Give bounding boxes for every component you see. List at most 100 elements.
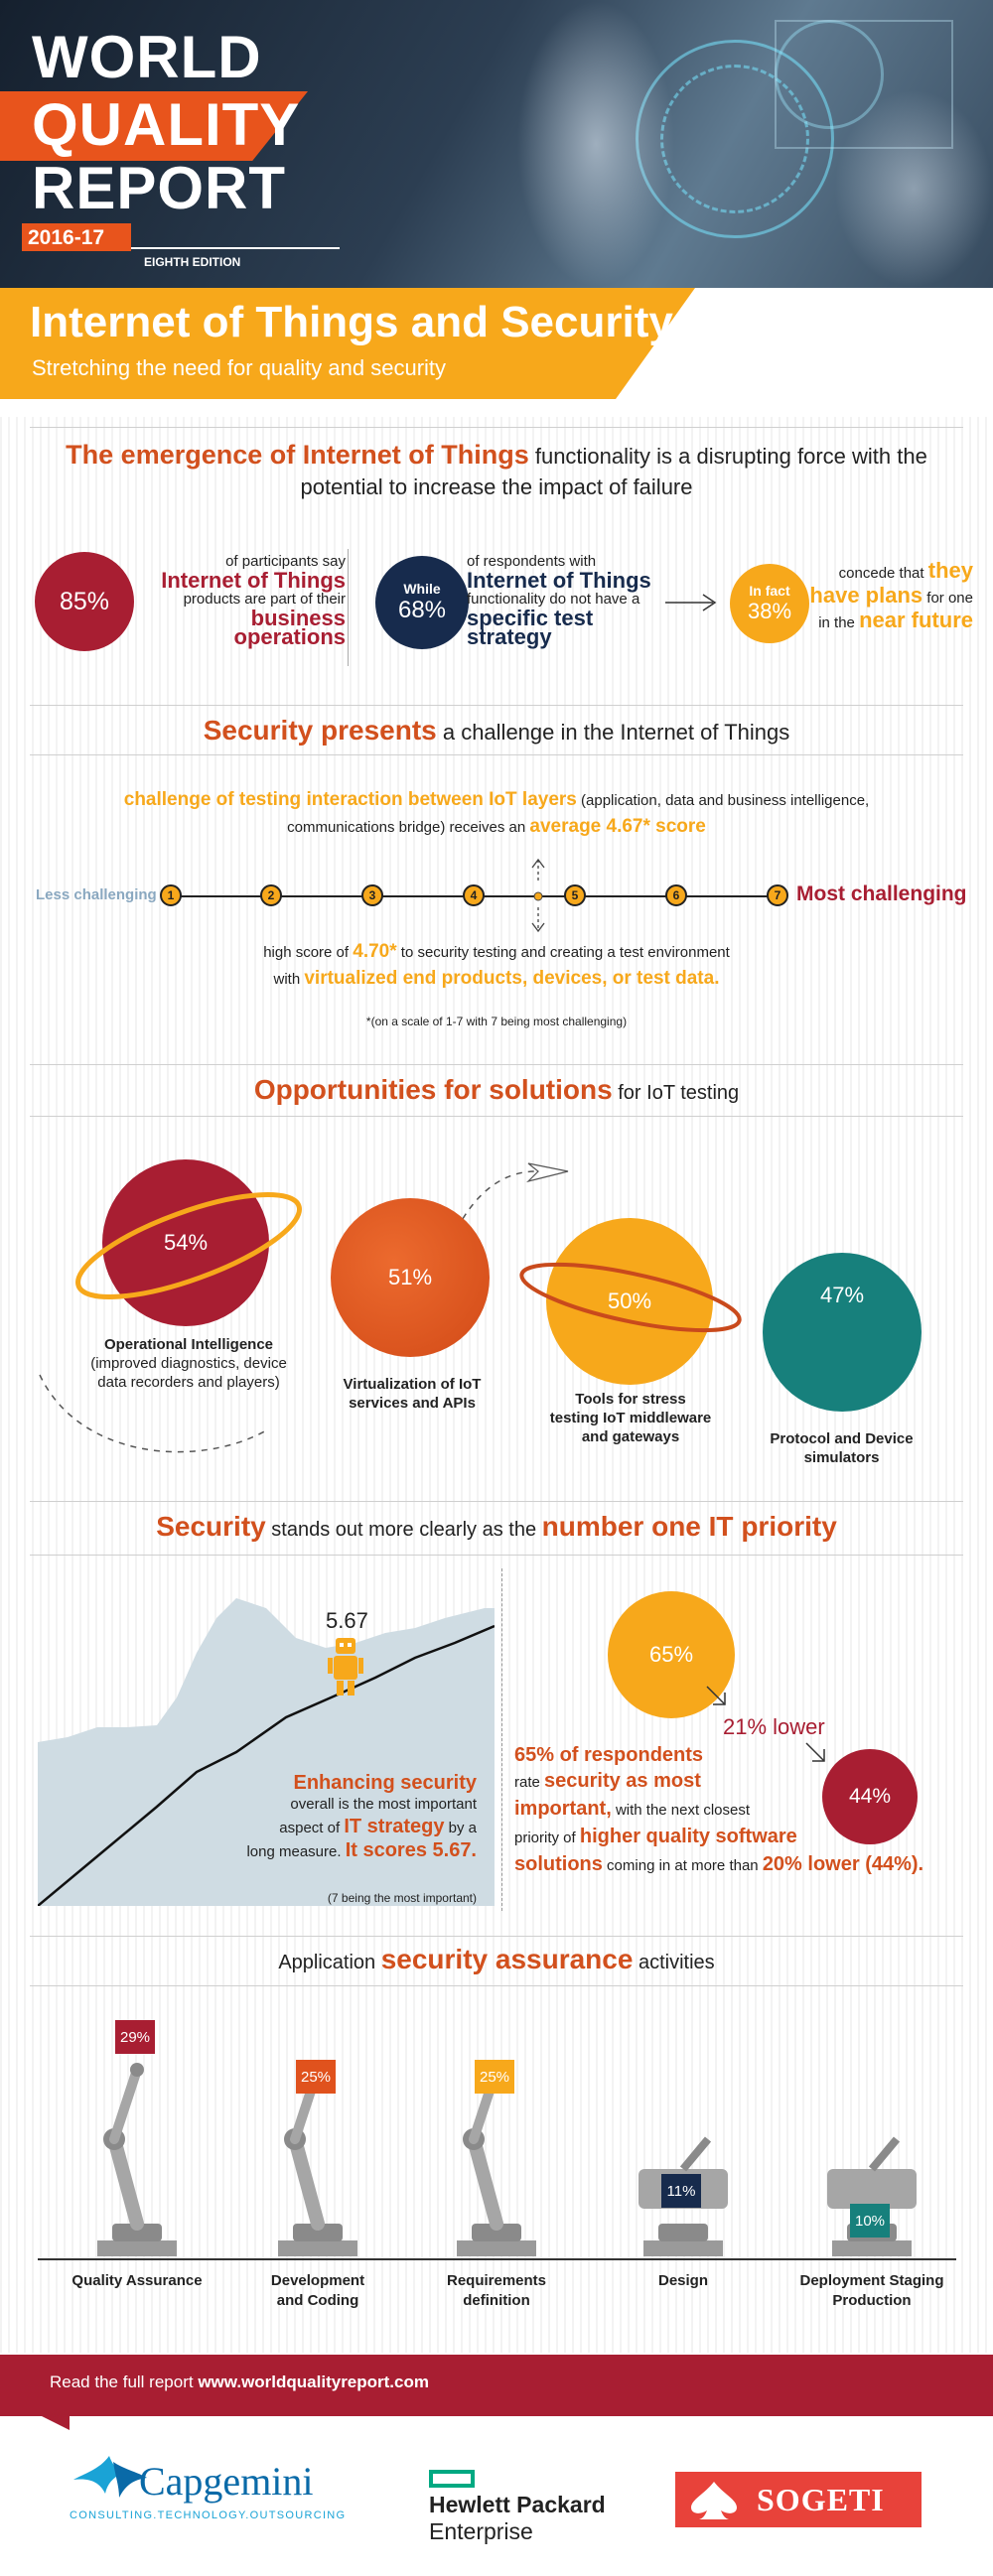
stat3-prefix: In fact	[749, 583, 790, 599]
activity-label-line2: and Coding	[276, 2292, 359, 2309]
activity-label-line2: Production	[832, 2292, 912, 2309]
topic-banner	[0, 288, 695, 399]
sogeti-logo-text: SOGETI	[757, 2481, 885, 2517]
arrow-down-right-icon	[706, 1686, 726, 1705]
robot-arm-icon	[457, 2063, 536, 2256]
opportunity-51-label: Virtualization of IoT services and APIs	[343, 1376, 482, 1412]
robot-icon	[328, 1638, 363, 1695]
lower-label: 21% lower	[723, 1714, 825, 1739]
scale-point: 7	[767, 884, 788, 906]
scale-point: 1	[160, 884, 182, 906]
footer-band	[0, 2355, 993, 2416]
challenge-line2: communications bridge) receives an avera…	[287, 816, 706, 837]
activity-label: Development and Coding	[223, 2271, 412, 2311]
report-year: 2016-17	[28, 226, 105, 249]
divider	[30, 1936, 963, 1937]
arrow-down-right-icon	[805, 1742, 825, 1762]
title-report: REPORT	[32, 155, 287, 221]
highscore-line1: high score of 4.70* to security testing …	[263, 941, 730, 962]
challenge-line1: challenge of testing interaction between…	[123, 789, 870, 810]
sogeti-logo: SOGETI	[675, 2472, 922, 2527]
hpe-logo-line1: Hewlett Packard	[429, 2492, 606, 2517]
opportunity-47-circle: 47%	[763, 1253, 922, 1412]
read-report-text: Read the full report www.worldqualityrep…	[50, 2373, 429, 2391]
priority-divider	[501, 1568, 502, 1911]
divider	[30, 1064, 963, 1065]
activity-percent-flag: 10%	[850, 2204, 890, 2237]
opportunity-54-label: Operational Intelligence (improved diagn…	[90, 1336, 287, 1391]
scale-point: 5	[564, 884, 586, 906]
activity-label: Quality Assurance	[43, 2271, 231, 2291]
section4-title: Security stands out more clearly as the …	[156, 1511, 837, 1542]
activity-label: Deployment Staging Production	[778, 2271, 966, 2311]
hpe-logo-icon	[429, 2470, 475, 2488]
activity-percent-flag: 25%	[475, 2060, 514, 2094]
divider	[30, 1555, 963, 1556]
activities-baseline	[38, 2258, 956, 2260]
average-marker-icon	[531, 858, 545, 933]
activity-label-line2: definition	[463, 2292, 530, 2309]
year-badge	[22, 223, 131, 251]
capgemini-logo: Capgemini	[139, 2459, 314, 2504]
scale-right-label: Most challenging	[796, 882, 967, 905]
stat-38-circle: In fact 38%	[730, 564, 809, 643]
robot-arm-icon	[638, 2136, 728, 2256]
activity-label-line1: Requirements	[446, 2272, 547, 2289]
priority-65-circle: 65%	[608, 1591, 735, 1718]
scale-footnote: *(on a scale of 1-7 with 7 being most ch…	[365, 1015, 628, 1028]
orbit-ring-icon	[75, 1192, 302, 1299]
divider	[30, 1116, 963, 1117]
activity-label-line1: Design	[657, 2272, 708, 2289]
orbit-ring-icon	[519, 1262, 742, 1333]
activity-label-line1: Deployment Staging	[799, 2272, 944, 2289]
activity-label: Requirements definition	[402, 2271, 591, 2311]
title-world: WORLD	[32, 24, 262, 90]
arrow-right-icon	[665, 594, 717, 611]
divider	[30, 1501, 963, 1502]
scale-point: 6	[665, 884, 687, 906]
priority-44-circle: 44%	[822, 1749, 918, 1844]
stat3-text: concede that they have plans for one in …	[809, 558, 973, 632]
banner-title: Internet of Things and Security	[30, 298, 673, 346]
robot-arm-icon	[97, 2063, 177, 2256]
report-url-link[interactable]: www.worldqualityreport.com	[198, 2373, 429, 2391]
hero-banner	[0, 0, 993, 288]
footer-notch	[30, 2410, 70, 2430]
stat-85-circle: 85%	[35, 552, 134, 651]
opportunity-50-circle: 50%	[546, 1218, 713, 1385]
chart-peak-label: 5.67	[326, 1608, 368, 1633]
edition-label: EIGHTH EDITION	[144, 255, 241, 269]
title-quality: QUALITY	[32, 91, 301, 158]
scale-left-label: Less challenging	[36, 886, 157, 903]
opportunity-50-label: Tools for stress testing IoT middleware …	[549, 1391, 712, 1445]
capgemini-tagline: CONSULTING.TECHNOLOGY.OUTSOURCING	[70, 2509, 347, 2521]
stat3-value: 38%	[747, 599, 792, 623]
activity-label-line1: Development	[270, 2272, 365, 2289]
divider	[30, 427, 963, 428]
divider	[30, 1985, 963, 1986]
section1-title-line2: potential to increase the impact of fail…	[300, 475, 693, 499]
priority-text: 65% of respondents rate security as most…	[514, 1744, 924, 1875]
stat1-text: of participants say Internet of Things p…	[161, 553, 346, 649]
section3-title: Opportunities for solutions for IoT test…	[253, 1074, 740, 1105]
activity-percent-flag: 29%	[115, 2020, 155, 2054]
section1-title: The emergence of Internet of Things func…	[66, 440, 927, 470]
priority-chart	[38, 1598, 495, 1906]
activity-percent-flag: 25%	[296, 2060, 336, 2094]
opportunity-47-label: Protocol and Device simulators	[770, 1430, 914, 1466]
section2-title: Security presents a challenge in the Int…	[203, 715, 790, 746]
sogeti-spade-icon	[691, 2482, 737, 2519]
highscore-line2: with virtualized end products, devices, …	[273, 968, 720, 989]
divider	[30, 705, 963, 706]
activity-label-line1: Quality Assurance	[71, 2272, 203, 2289]
activity-label: Design	[589, 2271, 778, 2291]
hpe-logo-line2: Enterprise	[429, 2518, 533, 2544]
opportunity-54-circle: 54%	[102, 1159, 269, 1326]
divider	[30, 754, 963, 755]
stat-68-circle: While 68%	[375, 556, 469, 649]
scale-point: 2	[260, 884, 282, 906]
section5-title: Application security assurance activitie…	[278, 1944, 715, 1974]
robot-arm-icon	[278, 2063, 357, 2256]
banner-subtitle: Stretching the need for quality and secu…	[32, 355, 447, 380]
capgemini-logo-icon	[73, 2456, 147, 2498]
